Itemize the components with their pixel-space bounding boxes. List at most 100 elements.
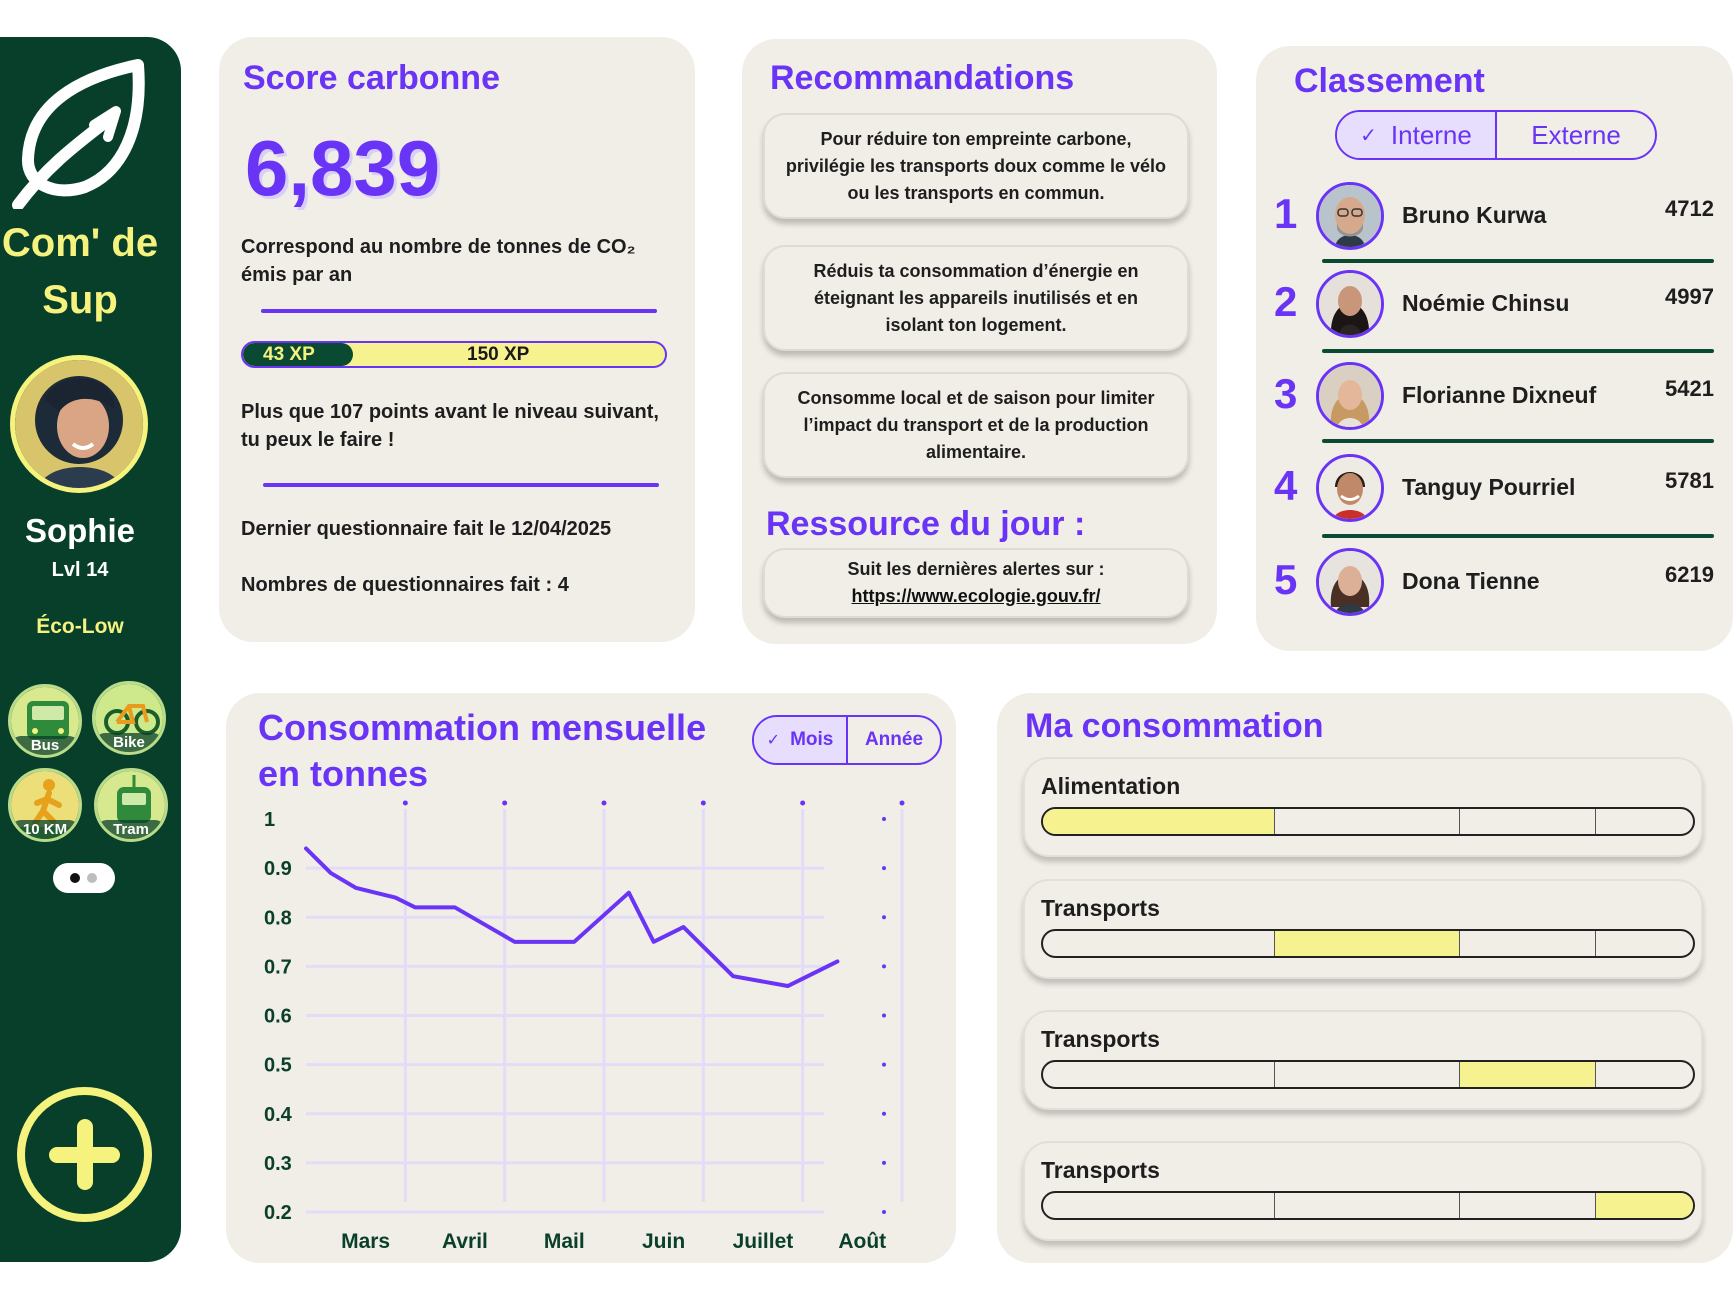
next-level-text: Plus que 107 points avant le niveau suiv… bbox=[241, 398, 659, 454]
pager-dot-active[interactable] bbox=[70, 873, 80, 883]
badge-10km[interactable]: 10 KM bbox=[8, 768, 82, 842]
user-rank-badge: Éco-Low bbox=[36, 615, 124, 638]
player-score: 5781 bbox=[1665, 468, 1714, 493]
row-divider bbox=[1322, 534, 1714, 538]
tab-month[interactable]: ✓ Mois bbox=[754, 717, 848, 763]
avatar[interactable] bbox=[10, 355, 148, 493]
leaderboard-row[interactable]: 3 Florianne Dixneuf 5421 bbox=[1274, 362, 1714, 432]
consumption-label: Transports bbox=[1041, 895, 1160, 921]
check-icon: ✓ bbox=[766, 732, 781, 749]
grid-end-dot bbox=[882, 1013, 886, 1018]
leaderboard-row[interactable]: 4 Tanguy Pourriel 5781 bbox=[1274, 454, 1714, 524]
recommendation-line: Consomme local et de saison pour limiter bbox=[797, 387, 1155, 408]
avatar bbox=[1316, 182, 1384, 250]
app-name: Com' de Sup bbox=[1, 221, 159, 322]
consumption-item[interactable]: Alimentation bbox=[1023, 757, 1703, 857]
grid-top-dot bbox=[601, 800, 607, 806]
badge-bus[interactable]: Bus bbox=[8, 684, 82, 758]
grid-end-dot bbox=[882, 817, 886, 821]
level-segment bbox=[1275, 1062, 1460, 1087]
consumption-item[interactable]: Transports bbox=[1023, 1010, 1703, 1110]
user-level: Lvl 14 bbox=[51, 559, 109, 581]
leaderboard-card: Classement ✓ Interne Externe 1 Bruno Kur… bbox=[1256, 46, 1733, 651]
y-tick-label: 0.9 bbox=[264, 858, 292, 880]
grid-end-dot bbox=[882, 964, 886, 969]
series-line bbox=[304, 846, 840, 989]
recommendation-line: ou les transports en commun. bbox=[847, 182, 1105, 203]
recommendation-item[interactable]: Consomme local et de saison pour limiter… bbox=[763, 372, 1189, 478]
x-tick-label: Août bbox=[838, 1230, 886, 1253]
level-segment bbox=[1460, 809, 1596, 834]
level-segment bbox=[1275, 1193, 1460, 1218]
player-name: Bruno Kurwa bbox=[1402, 202, 1547, 228]
row-divider bbox=[1322, 259, 1714, 263]
xp-max: 150 XP bbox=[467, 344, 530, 365]
add-button[interactable] bbox=[17, 1087, 152, 1222]
recommendation-item[interactable]: Pour réduire ton empreinte carbone, priv… bbox=[763, 113, 1189, 219]
consumption-item[interactable]: Transports bbox=[1023, 1141, 1703, 1241]
consumption-label: Alimentation bbox=[1041, 773, 1181, 799]
level-segment-active bbox=[1275, 931, 1460, 956]
tab-year[interactable]: Année bbox=[848, 717, 940, 763]
my-consumption-title: Ma consommation bbox=[1025, 707, 1324, 745]
badge-label: Bike bbox=[95, 733, 163, 752]
level-segment bbox=[1460, 931, 1596, 956]
x-tick-label: Juin bbox=[642, 1230, 685, 1253]
x-tick-label: Mail bbox=[544, 1230, 585, 1253]
recommendation-line: isolant ton logement. bbox=[885, 314, 1067, 335]
tab-external[interactable]: Externe bbox=[1497, 112, 1655, 158]
level-segment bbox=[1043, 931, 1275, 956]
next-level-line: Plus que 107 points avant le niveau suiv… bbox=[241, 401, 659, 423]
grid-end-dot bbox=[882, 1210, 886, 1214]
level-segment-active bbox=[1043, 809, 1275, 834]
quiz-count: Nombres de questionnaires fait : 4 bbox=[241, 574, 569, 596]
badge-bike[interactable]: Bike bbox=[92, 681, 166, 755]
monthly-title: Consommation mensuelle en tonnes bbox=[258, 705, 706, 797]
rank-number: 2 bbox=[1274, 278, 1298, 325]
user-name: Sophie bbox=[24, 512, 135, 549]
y-tick-label: 1 bbox=[264, 809, 275, 831]
player-name: Dona Tienne bbox=[1402, 568, 1540, 594]
line-chart: 1 0.9 0.8 0.7 0.6 0.5 0.4 0.3 0.2 Mars Avril Mail Ju… bbox=[264, 800, 905, 1253]
row-divider bbox=[1322, 349, 1714, 353]
divider bbox=[263, 483, 659, 487]
y-tick-label: 0.6 bbox=[264, 1006, 292, 1028]
xp-progress-fill bbox=[243, 343, 353, 366]
grid-end-dot bbox=[882, 915, 886, 920]
recommendation-line: Réduis ta consommation d’énergie en bbox=[813, 260, 1139, 281]
rank-number: 4 bbox=[1274, 462, 1298, 509]
consumption-level-bar bbox=[1041, 1191, 1695, 1220]
badge-label: Tram bbox=[97, 820, 165, 839]
tab-internal-label: Interne bbox=[1390, 119, 1472, 150]
resource-title: Ressource du jour : bbox=[766, 505, 1086, 543]
pager-dot[interactable] bbox=[87, 873, 97, 883]
tab-month-label: Mois bbox=[790, 729, 834, 750]
y-tick-label: 0.3 bbox=[264, 1153, 292, 1175]
leaderboard-row[interactable]: 5 Dona Tienne 6219 bbox=[1274, 548, 1714, 618]
recommendations-card: Recommandations Pour réduire ton emprein… bbox=[742, 39, 1217, 644]
tab-internal[interactable]: ✓ Interne bbox=[1337, 112, 1497, 158]
badge-pager[interactable] bbox=[53, 863, 115, 893]
leaderboard-row[interactable]: 1 Bruno Kurwa 4712 bbox=[1274, 182, 1714, 252]
avatar bbox=[1316, 454, 1384, 522]
recommendation-item[interactable]: Réduis ta consommation d’énergie en étei… bbox=[763, 245, 1189, 351]
score-value: 6,839 bbox=[245, 124, 441, 212]
score-description-line: émis par an bbox=[241, 264, 353, 286]
score-title: Score carbonne bbox=[243, 59, 500, 97]
resource-link[interactable]: https://www.ecologie.gouv.fr/ bbox=[851, 586, 1101, 606]
consumption-item[interactable]: Transports bbox=[1023, 879, 1703, 979]
avatar bbox=[1316, 362, 1384, 430]
player-score: 4997 bbox=[1665, 284, 1714, 309]
x-tick-label: Avril bbox=[442, 1230, 488, 1253]
badge-tram[interactable]: Tram bbox=[94, 768, 168, 842]
player-score: 5421 bbox=[1665, 376, 1714, 401]
player-name: Tanguy Pourriel bbox=[1402, 474, 1576, 500]
last-quiz-date: Dernier questionnaire fait le 12/04/2025 bbox=[241, 518, 612, 540]
recommendation-line: Pour réduire ton empreinte carbone, bbox=[820, 128, 1132, 149]
level-segment-active bbox=[1460, 1062, 1596, 1087]
resource-text: Suit les dernières alertes sur : bbox=[847, 559, 1105, 579]
recommendation-line: privilégie les transports doux comme le … bbox=[785, 155, 1167, 176]
y-tick-label: 0.8 bbox=[264, 907, 292, 929]
badge-label: 10 KM bbox=[11, 820, 79, 839]
leaderboard-row[interactable]: 2 Noémie Chinsu 4997 bbox=[1274, 270, 1714, 340]
